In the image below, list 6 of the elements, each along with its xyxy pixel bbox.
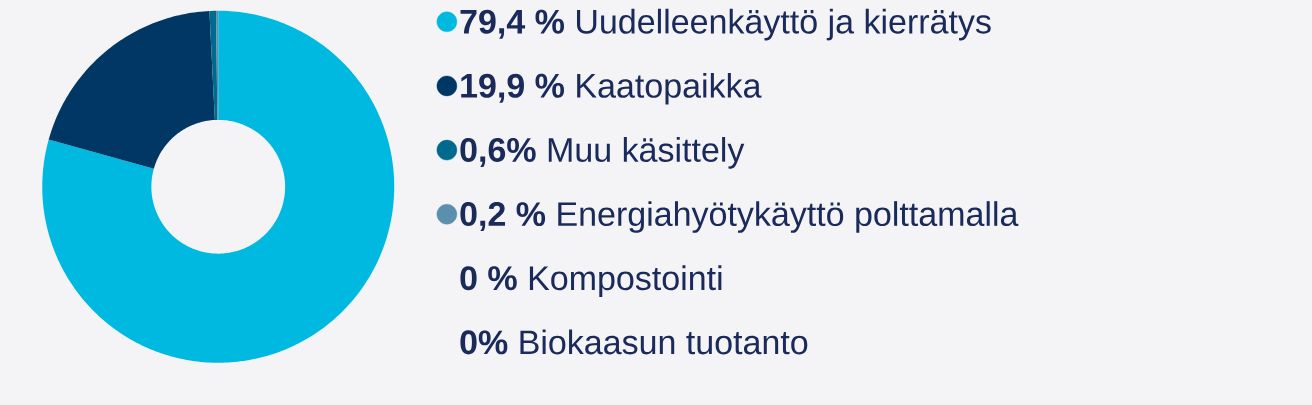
legend-label: 0,6% Muu käsittely [460, 137, 745, 169]
legend-label: 0,2 % Energiahyötykäyttö polttamalla [460, 201, 1019, 233]
legend-label: 19,9 % Kaatopaikka [461, 72, 762, 105]
category-label: 0 % Kompostointi [460, 265, 722, 297]
legend-label: 79,4 % Uudelleenkäyttö ja kierrätys [460, 8, 991, 41]
category-label: 0% Biokaasun tuotanto [460, 329, 808, 355]
